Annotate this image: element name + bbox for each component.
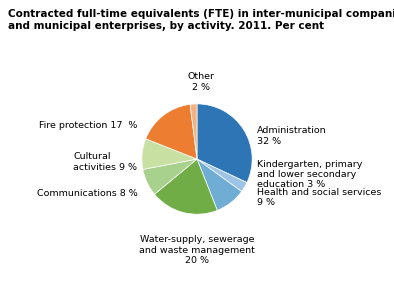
Wedge shape (142, 139, 197, 169)
Text: Fire protection 17  %: Fire protection 17 % (39, 121, 138, 130)
Text: Communications 8 %: Communications 8 % (37, 189, 138, 198)
Wedge shape (143, 159, 197, 194)
Text: Other
2 %: Other 2 % (188, 72, 215, 92)
Wedge shape (197, 159, 247, 191)
Text: Water-supply, sewerage
and waste management
20 %: Water-supply, sewerage and waste managem… (139, 235, 255, 265)
Text: Contracted full-time equivalents (FTE) in inter-municipal companies
and municipa: Contracted full-time equivalents (FTE) i… (8, 9, 394, 31)
Wedge shape (154, 159, 217, 214)
Wedge shape (190, 104, 197, 159)
Wedge shape (146, 104, 197, 159)
Wedge shape (197, 104, 252, 183)
Text: Cultural
activities 9 %: Cultural activities 9 % (73, 152, 138, 172)
Text: Administration
32 %: Administration 32 % (256, 126, 326, 146)
Text: Health and social services
9 %: Health and social services 9 % (256, 188, 381, 207)
Text: Kindergarten, primary
and lower secondary
education 3 %: Kindergarten, primary and lower secondar… (256, 160, 362, 189)
Wedge shape (197, 159, 242, 210)
